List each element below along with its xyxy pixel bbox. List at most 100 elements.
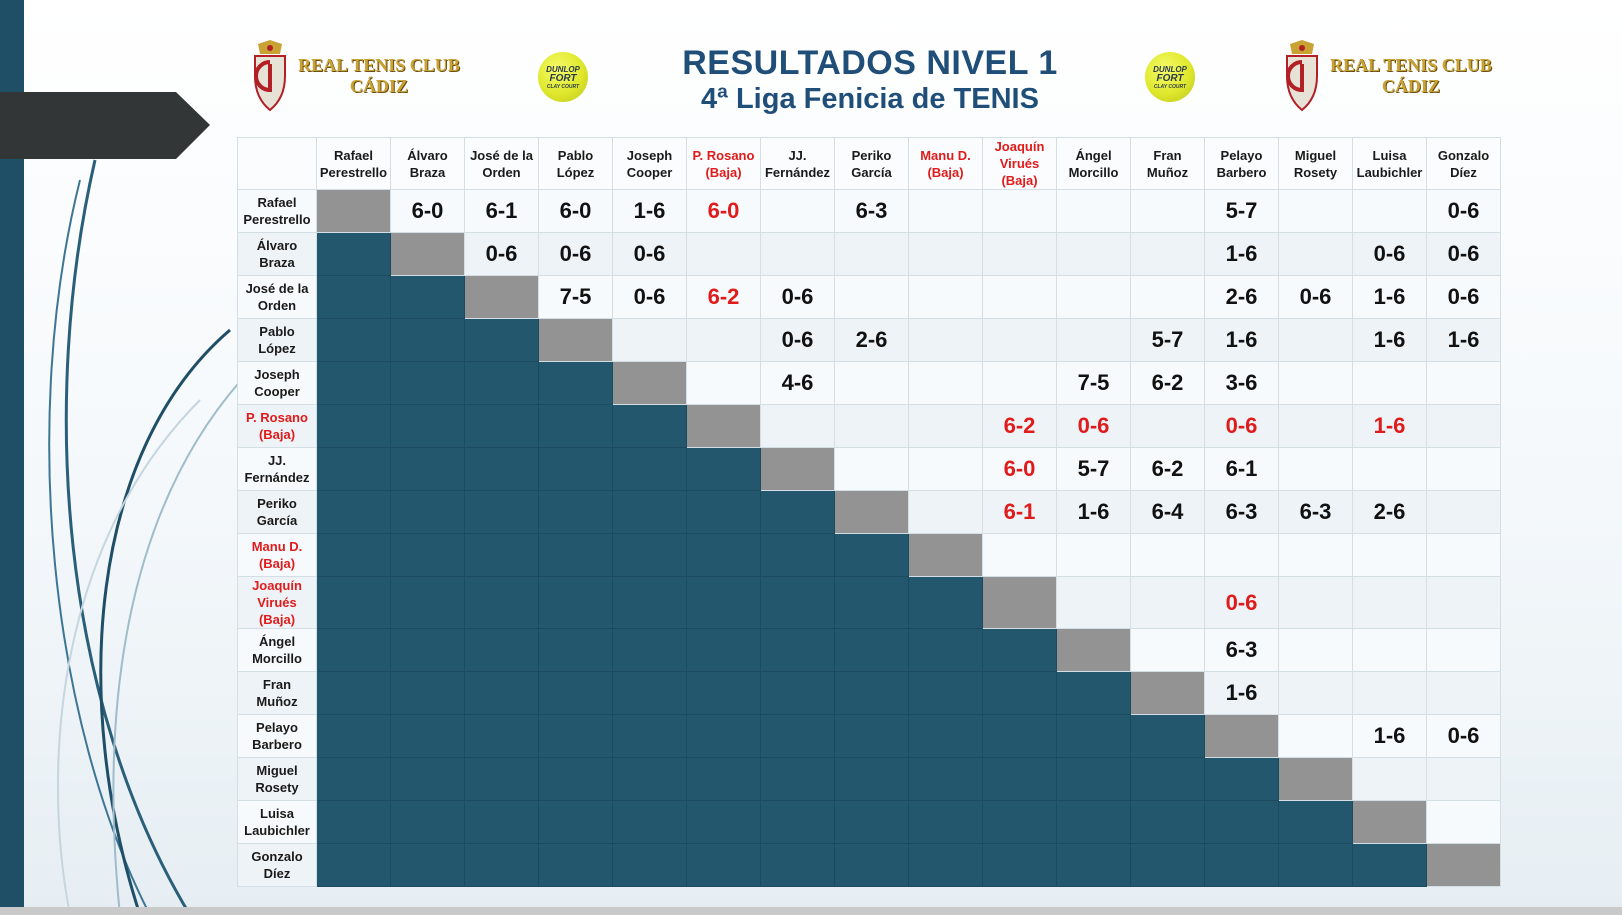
blocked-cell	[538, 714, 613, 758]
result-cell: 4-6	[760, 361, 835, 405]
blocked-cell	[390, 843, 465, 887]
diagonal-cell	[464, 275, 539, 319]
column-header: Joseph Cooper	[612, 137, 687, 190]
row-header-line2: Morcillo	[252, 651, 302, 666]
diagonal-cell	[760, 447, 835, 491]
result-cell: 0-6	[464, 232, 539, 276]
result-cell: 6-0	[390, 189, 465, 233]
result-cell	[1426, 800, 1501, 844]
table-row: Joaquín Virués (Baja) 0-6	[237, 576, 1501, 629]
blocked-cell	[316, 628, 391, 672]
column-header: Rafael Perestrello	[316, 137, 391, 190]
blocked-cell	[390, 533, 465, 577]
row-header-line2: (Baja)	[258, 427, 296, 442]
blocked-cell	[538, 800, 613, 844]
blocked-cell	[1130, 843, 1205, 887]
row-header: Luisa Laubichler	[237, 800, 317, 844]
ball-brand: DUNLOP	[546, 65, 580, 74]
row-header-line1: José de la	[245, 281, 309, 296]
result-cell	[1278, 576, 1353, 629]
diagonal-cell	[1426, 843, 1501, 887]
blocked-cell	[538, 628, 613, 672]
row-header: Álvaro Braza	[237, 232, 317, 276]
result-cell: 6-2	[1130, 447, 1205, 491]
result-cell	[1426, 361, 1501, 405]
row-header-line2: Díez	[263, 866, 291, 881]
blocked-cell	[464, 576, 539, 629]
result-cell	[982, 189, 1057, 233]
result-cell: 0-6	[760, 318, 835, 362]
result-cell	[1130, 275, 1205, 319]
blocked-cell	[1056, 757, 1131, 801]
diagonal-cell	[1130, 671, 1205, 715]
blocked-cell	[390, 318, 465, 362]
table-row: Álvaro Braza 0-6 0-6 0-6 1-6 0-6 0-6	[237, 232, 1501, 276]
blocked-cell	[612, 576, 687, 629]
diagonal-cell	[834, 490, 909, 534]
column-header: José de la Orden	[464, 137, 539, 190]
blocked-cell	[464, 361, 539, 405]
column-header: Álvaro Braza	[390, 137, 465, 190]
blocked-cell	[908, 628, 983, 672]
result-cell	[834, 361, 909, 405]
diagonal-cell	[1278, 757, 1353, 801]
table-row: Periko García 6-1 1-6 6-4 6-3 6-3 2-6	[237, 490, 1501, 534]
column-header: Joaquín Virués (Baja)	[982, 137, 1057, 190]
blocked-cell	[538, 533, 613, 577]
blocked-cell	[982, 757, 1057, 801]
blocked-cell	[686, 671, 761, 715]
result-cell: 5-7	[1056, 447, 1131, 491]
blocked-cell	[390, 447, 465, 491]
row-header: Miguel Rosety	[237, 757, 317, 801]
diagonal-cell	[908, 533, 983, 577]
result-cell: 1-6	[1352, 714, 1427, 758]
row-header: Joseph Cooper	[237, 361, 317, 405]
row-header-line2: Orden	[257, 298, 297, 313]
column-header-line2: Fernández	[764, 164, 830, 180]
result-cell: 1-6	[1204, 318, 1279, 362]
result-cell	[834, 447, 909, 491]
column-header-line2: Rosety	[1293, 164, 1338, 180]
blocked-cell	[982, 671, 1057, 715]
column-header: Pablo López	[538, 137, 613, 190]
column-header-line1: Joaquín	[994, 139, 1045, 154]
column-header: Pelayo Barbero	[1204, 137, 1279, 190]
ball-brand: DUNLOP	[1153, 65, 1187, 74]
diagonal-cell	[390, 232, 465, 276]
result-cell: 0-6	[1426, 275, 1501, 319]
blocked-cell	[686, 447, 761, 491]
blocked-cell	[834, 714, 909, 758]
row-header-line2: Virués (Baja)	[257, 595, 297, 627]
blocked-cell	[316, 318, 391, 362]
result-cell: 2-6	[834, 318, 909, 362]
diagonal-cell	[612, 361, 687, 405]
blocked-cell	[1130, 800, 1205, 844]
row-header-line1: Luisa	[260, 806, 294, 821]
blocked-cell	[686, 490, 761, 534]
row-header: José de la Orden	[237, 275, 317, 319]
column-header-line2: Laubichler	[1356, 164, 1423, 180]
blocked-cell	[982, 628, 1057, 672]
result-cell: 6-2	[982, 404, 1057, 448]
column-header-line1: Pablo	[557, 147, 594, 163]
blocked-cell	[612, 533, 687, 577]
title-line-2: 4ª Liga Fenicia de TENIS	[701, 83, 1039, 115]
result-cell	[1204, 533, 1279, 577]
blocked-cell	[464, 404, 539, 448]
result-cell	[760, 232, 835, 276]
row-header-line2: López	[258, 341, 296, 356]
row-header: Ángel Morcillo	[237, 628, 317, 672]
column-header: Manu D. (Baja)	[908, 137, 983, 190]
blocked-cell	[908, 714, 983, 758]
result-cell: 2-6	[1352, 490, 1427, 534]
row-header-line1: Miguel	[256, 763, 298, 778]
blocked-cell	[464, 671, 539, 715]
blocked-cell	[390, 275, 465, 319]
result-cell	[1278, 189, 1353, 233]
result-cell	[1426, 533, 1501, 577]
blocked-cell	[686, 800, 761, 844]
blocked-cell	[316, 714, 391, 758]
table-row: Miguel Rosety	[237, 757, 1501, 801]
blocked-cell	[538, 757, 613, 801]
row-header-line2: Muñoz	[256, 694, 298, 709]
